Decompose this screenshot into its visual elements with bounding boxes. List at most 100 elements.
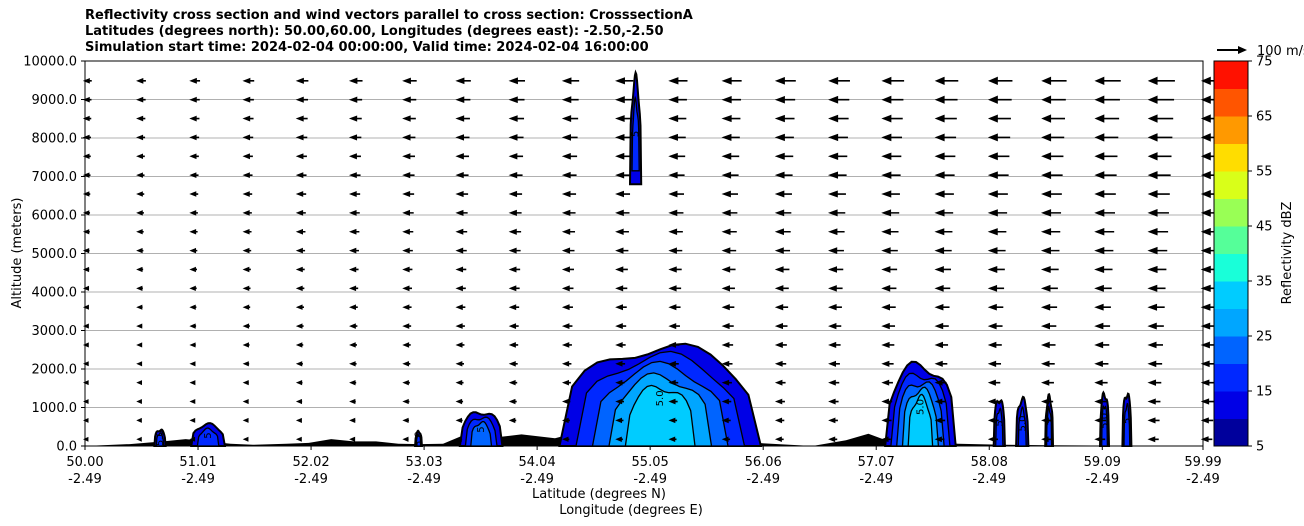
wind-vector-15-6: [402, 153, 415, 160]
contour-label-8: 5.0: [1017, 416, 1028, 432]
wind-vector-5-12: [721, 341, 734, 348]
wind-vector-0-3: [242, 436, 249, 442]
colorbar-swatch-5: [1214, 281, 1248, 309]
wind-vector-7-19: [1094, 303, 1111, 311]
wind-vector-11-1: [136, 229, 144, 235]
contour-label-11: 5: [1122, 418, 1133, 424]
colorbar-tick-label-0: 5: [1256, 440, 1264, 455]
wind-vector-8-4: [295, 285, 305, 292]
wind-vector-3-11: [668, 379, 679, 386]
wind-vector-18-1: [136, 96, 146, 103]
x-tick-lon-10: -2.49: [1186, 472, 1220, 487]
wind-vector-7-14: [828, 304, 842, 311]
contour-label-5: 5: [631, 131, 642, 137]
wind-vector-12-13: [774, 209, 792, 217]
contour-cell-10-level-1: [1101, 404, 1109, 447]
colorbar-swatch-4: [1214, 308, 1248, 337]
wind-vector-10-17: [987, 247, 1006, 255]
wind-vector-5-6: [402, 342, 411, 348]
wind-vector-11-12: [721, 228, 737, 236]
wind-vector-2-1: [136, 399, 142, 405]
x-tick-lat-10: 59.99: [1184, 455, 1221, 470]
wind-vector-14-11: [668, 171, 685, 179]
wind-vector-7-1: [136, 304, 143, 310]
colorbar-swatch-2: [1214, 363, 1248, 392]
y-tick-label-9: 9000.0: [32, 93, 78, 108]
wind-vector-4-10: [615, 360, 626, 367]
colorbar-swatch-9: [1214, 171, 1248, 199]
wind-vector-17-6: [402, 115, 416, 122]
contour-label-9: 5: [1044, 419, 1055, 425]
wind-vector-18-8: [508, 96, 525, 104]
wind-vector-11-3: [242, 228, 252, 235]
wind-vector-3-20: [1147, 379, 1162, 386]
wind-vector-5-18: [1040, 341, 1056, 349]
contour-cell-5-level-1: [631, 95, 640, 172]
colorbar-swatch-8: [1214, 198, 1248, 227]
wind-vector-0-18: [1041, 436, 1052, 443]
wind-vector-19-0: [82, 78, 92, 84]
wind-vector-6-15: [881, 322, 896, 330]
wind-vector-13-13: [774, 190, 792, 198]
wind-vector-19-13: [774, 76, 796, 85]
wind-vector-11-11: [668, 228, 683, 235]
wind-vector-0-14: [828, 436, 838, 443]
wind-vector-15-15: [881, 152, 902, 161]
wind-vector-5-16: [934, 341, 949, 349]
x-tick-lat-5: 55.05: [632, 455, 669, 470]
wind-vector-1-16: [934, 417, 946, 424]
contour-cell-8-level-1: [1017, 406, 1027, 447]
wind-vector-18-9: [561, 96, 579, 104]
wind-vector-6-8: [508, 323, 519, 329]
wind-vector-10-13: [774, 247, 791, 254]
wind-vector-12-20: [1147, 208, 1169, 217]
wind-vector-14-15: [881, 171, 901, 179]
wind-vector-13-0: [82, 191, 91, 197]
wind-vector-1-1: [136, 417, 142, 423]
wind-vector-7-4: [295, 304, 304, 310]
wind-vector-11-5: [348, 228, 360, 235]
colorbar-swatch-6: [1214, 253, 1248, 282]
wind-vector-0-13: [774, 436, 784, 443]
contour-cell-4-level-4: [624, 384, 696, 447]
wind-vector-13-19: [1094, 190, 1116, 198]
wind-vector-16-9: [561, 134, 578, 141]
wind-vector-6-13: [774, 322, 788, 330]
colorbar-swatch-3: [1214, 336, 1248, 364]
wind-vector-18-10: [615, 96, 633, 104]
wind-vector-2-9: [562, 398, 571, 405]
wind-vector-3-12: [721, 379, 732, 386]
wind-vector-18-12: [721, 96, 742, 104]
wind-vector-9-5: [349, 266, 359, 273]
wind-vector-0-10: [615, 436, 623, 442]
wind-vector-14-18: [1041, 171, 1063, 180]
wind-vector-7-3: [242, 304, 251, 310]
wind-vector-18-5: [348, 96, 363, 103]
wind-vector-11-20: [1147, 227, 1169, 236]
wind-vector-4-7: [455, 361, 464, 367]
contour-cell-11-level-1: [1123, 402, 1131, 447]
wind-vector-6-2: [189, 323, 197, 329]
wind-vector-3-9: [561, 379, 571, 386]
wind-vector-18-0: [82, 96, 92, 103]
wind-vector-18-19: [1094, 95, 1120, 104]
wind-vector-9-1: [136, 266, 144, 273]
wind-vector-6-19: [1094, 322, 1111, 330]
wind-vector-6-18: [1040, 322, 1057, 330]
wind-vector-1-12: [721, 417, 731, 424]
wind-vector-19-5: [348, 77, 363, 85]
wind-vector-13-16: [934, 190, 954, 198]
wind-vector-15-7: [455, 153, 470, 160]
wind-vector-17-1: [136, 115, 146, 122]
wind-vector-17-13: [774, 114, 795, 123]
wind-vector-15-0: [82, 153, 91, 159]
wind-vector-13-7: [455, 190, 469, 198]
wind-vector-2-16: [934, 398, 946, 405]
colorbar-tick-label-6: 65: [1256, 110, 1273, 125]
contour-label-2: 5.0: [413, 431, 424, 447]
wind-vector-1-11: [668, 417, 678, 424]
wind-vector-9-7: [455, 266, 467, 273]
colorbar-tick-label-7: 75: [1256, 55, 1273, 70]
wind-vector-13-2: [189, 191, 199, 197]
colorbar-frame: [1213, 60, 1249, 447]
